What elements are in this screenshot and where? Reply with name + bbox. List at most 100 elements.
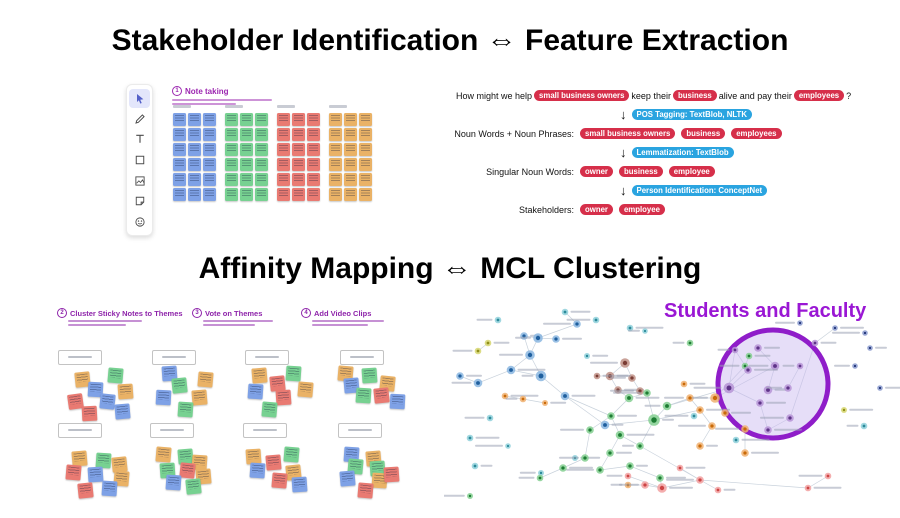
page-title-stakeholder: Stakeholder Identification ⇔ Feature Ext… — [111, 24, 789, 57]
sticky-note — [307, 188, 320, 201]
node-label-bar — [566, 468, 594, 471]
image-tool[interactable] — [129, 171, 150, 190]
graph-edge — [787, 365, 801, 389]
text-tool[interactable] — [129, 130, 150, 149]
graph-node — [863, 331, 867, 335]
graph-node — [509, 368, 513, 372]
node-label-bar — [515, 336, 531, 339]
graph-node — [833, 326, 837, 330]
node-label-bar — [611, 423, 624, 426]
graph-node — [503, 394, 507, 398]
sticky-note — [173, 173, 186, 186]
clustered-sticky-note — [285, 365, 302, 382]
node-label-bar — [452, 349, 473, 352]
sticky-note — [255, 158, 268, 171]
clustered-sticky-note — [191, 389, 208, 406]
down-arrow-icon: ↓ — [620, 107, 627, 122]
graph-edge — [589, 415, 612, 431]
graph-node — [678, 466, 682, 470]
node-label-bar — [476, 318, 493, 321]
graph-node — [506, 444, 510, 448]
graph-node — [468, 436, 472, 440]
clustered-sticky-note — [373, 387, 390, 404]
node-label-bar — [636, 464, 648, 467]
graph-edge — [584, 429, 591, 459]
clustered-sticky-note — [265, 454, 282, 471]
graph-node — [826, 474, 830, 478]
sticky-note — [255, 128, 268, 141]
graph-edge — [564, 395, 612, 417]
graph-node — [658, 476, 662, 480]
sticky-note — [188, 143, 201, 156]
graph-node — [716, 488, 720, 492]
sticky-note — [188, 188, 201, 201]
graph-edge — [814, 327, 836, 344]
square-icon — [135, 155, 144, 165]
shape-tool[interactable] — [129, 151, 150, 170]
select-tool[interactable] — [129, 89, 150, 108]
text-icon — [135, 135, 144, 144]
clustered-sticky-note — [117, 383, 134, 400]
graph-node — [665, 404, 669, 408]
graph-node — [743, 451, 747, 455]
sticky-note — [173, 113, 186, 126]
graph-node — [806, 486, 810, 490]
sticky-note — [240, 113, 253, 126]
sticky-note — [255, 143, 268, 156]
pen-tool[interactable] — [129, 110, 150, 129]
clustered-sticky-note — [99, 393, 116, 410]
graph-edge — [728, 387, 761, 404]
graph-edge — [807, 475, 829, 489]
node-label-bar — [635, 396, 660, 399]
graph-node — [743, 364, 747, 368]
emoji-tool[interactable] — [129, 212, 150, 231]
node-label-bar — [519, 471, 536, 474]
words-row-label: Singular Noun Words: — [486, 166, 574, 177]
node-label-bar — [610, 376, 626, 379]
node-label-bar — [622, 444, 634, 447]
graph-node — [643, 483, 647, 487]
sticky-note — [255, 188, 268, 201]
graph-node — [853, 364, 857, 368]
graph-node — [651, 417, 657, 423]
sticky-note-tool[interactable] — [129, 192, 150, 211]
clustered-sticky-note — [297, 381, 314, 398]
node-label-bar — [613, 391, 641, 394]
node-label-bar — [846, 424, 859, 427]
graph-edge — [767, 417, 791, 431]
clustered-sticky-note — [251, 367, 268, 384]
note-group-label — [329, 105, 347, 108]
node-label-bar — [666, 478, 694, 481]
node-label-bar — [510, 394, 539, 397]
node-label-bar — [451, 381, 472, 384]
clustered-sticky-note — [177, 401, 194, 418]
graph-node — [688, 396, 692, 400]
section-subtitle-line — [203, 324, 255, 326]
clustered-sticky-note — [81, 405, 98, 422]
graph-node — [496, 318, 500, 322]
sticky-note — [329, 113, 342, 126]
sticky-note — [359, 173, 372, 186]
node-label-bar — [766, 386, 782, 389]
word-pill: owner — [580, 203, 613, 216]
graph-edge — [728, 349, 736, 389]
node-label-bar — [570, 310, 591, 313]
node-label-bar — [464, 416, 485, 419]
image-icon — [134, 176, 145, 186]
sticky-note — [277, 188, 290, 201]
graph-node — [710, 424, 714, 428]
graph-edge — [699, 425, 713, 447]
theme-label-box — [150, 423, 194, 438]
graph-node — [698, 444, 702, 448]
clustered-sticky-note — [355, 387, 372, 404]
clustered-sticky-note — [271, 472, 288, 489]
clustered-sticky-note — [77, 482, 94, 499]
clustered-sticky-note — [101, 480, 118, 497]
node-label-bar — [493, 341, 510, 344]
sticky-note — [292, 143, 305, 156]
sticky-note — [277, 143, 290, 156]
node-label-bar — [616, 451, 632, 454]
graph-node — [598, 468, 602, 472]
graph-node — [626, 474, 630, 478]
method-pill: Lemmatization: TextBlob — [631, 146, 734, 159]
